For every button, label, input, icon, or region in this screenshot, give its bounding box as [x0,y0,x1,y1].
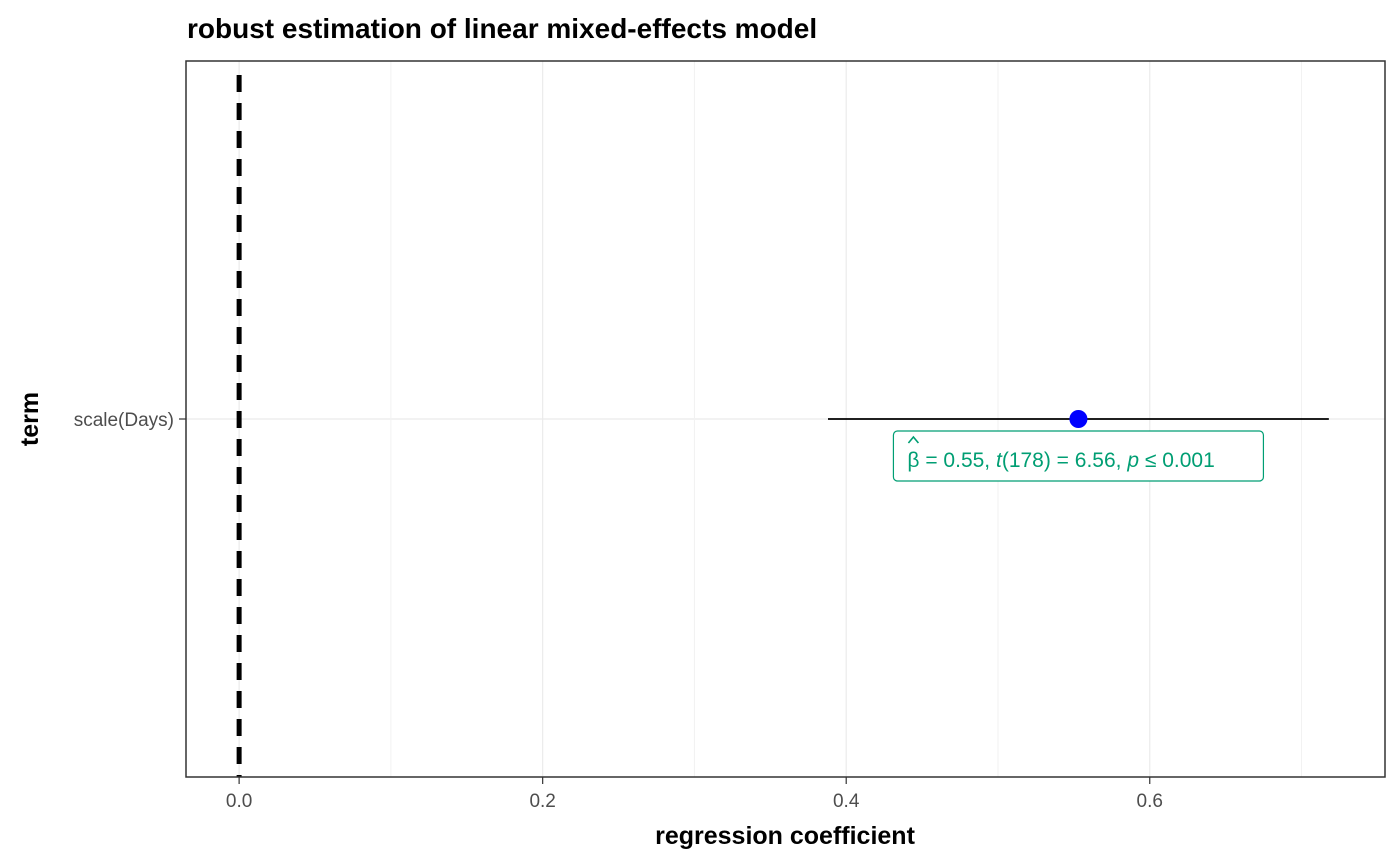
label-p: ≤ 0.001 [1139,449,1215,472]
x-tick-label-3: 0.6 [1137,791,1163,812]
x-tick-label-2: 0.4 [833,791,860,812]
estimate-labels: β = 0.55, t(178) = 6.56, p ≤ 0.001 [892,430,1265,482]
point-0 [1069,410,1088,428]
y-axis-title: term [16,392,44,446]
y-axis-ticks: scale(Days) [74,410,186,431]
x-tick-label-0: 0.0 [226,791,252,812]
chart-title: robust estimation of linear mixed-effect… [187,13,817,44]
x-axis-ticks: 0.0 0.2 0.4 0.6 [226,777,1163,812]
estimate-label-0: β = 0.55, t(178) = 6.56, p ≤ 0.001 [907,449,1214,472]
points [1069,410,1088,428]
estimate-label-box-0 [892,430,1265,482]
label-estimate: = 0.55, [920,449,996,472]
label-p-symbol: p [1126,449,1139,472]
label-stat-symbol: t [996,449,1003,472]
beta-hat-icon [907,435,920,444]
x-axis-title: regression coefficient [655,822,915,850]
x-tick-label-1: 0.2 [529,791,555,812]
label-beta: β [907,449,919,472]
y-tick-label-0: scale(Days) [74,410,174,431]
label-stat: (178) = 6.56, [1002,449,1127,472]
